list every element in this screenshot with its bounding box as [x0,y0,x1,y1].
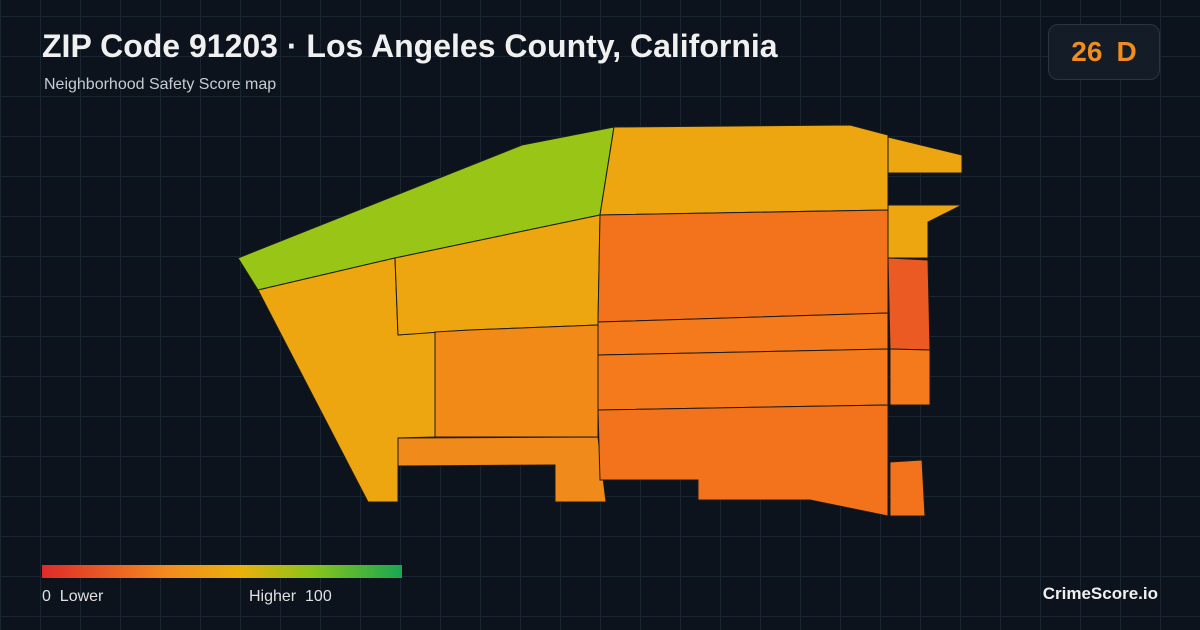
legend-max: Higher 100 [249,588,332,606]
brand: CrimeScore.io [1042,584,1158,603]
region [887,257,931,351]
subtitle: Neighborhood Safety Score map [44,76,277,93]
score-grade: D [1116,36,1137,67]
legend-min-value: 0 [42,588,51,605]
legend-min-label: Lower [59,588,104,605]
legend-gradient [42,565,402,578]
legend-min: 0 Lower [42,588,103,606]
region [597,404,889,517]
score-value: 26 [1071,36,1103,67]
legend-max-value: 100 [305,588,332,605]
title: ZIP Code 91203 · Los Angeles County, Cal… [42,28,778,64]
region [597,348,889,411]
legend-max-label: Higher [249,588,297,605]
region [434,324,599,438]
region [887,136,963,174]
score-badge: 26 D [1048,24,1160,80]
region [397,436,607,503]
region [889,459,926,517]
region [599,124,889,216]
region [597,209,889,323]
region [889,348,931,406]
region [887,204,963,259]
